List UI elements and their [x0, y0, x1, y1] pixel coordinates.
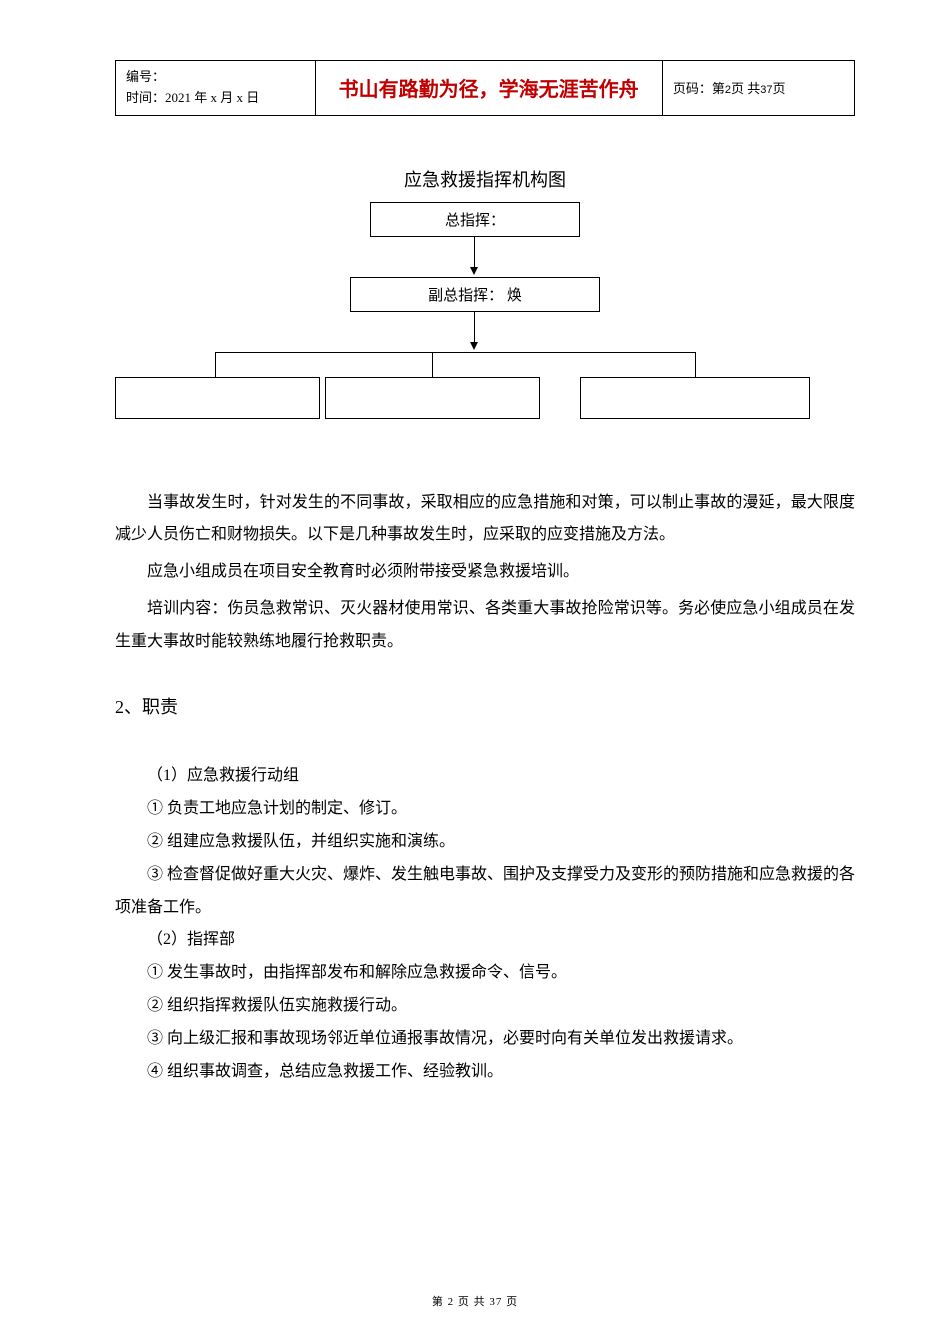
page-total: 37: [760, 84, 772, 96]
arrow-v3: [695, 352, 696, 377]
resp-2-title: （2）指挥部: [115, 924, 855, 957]
chart-container: 总指挥： 副总指挥： 焕: [115, 202, 855, 437]
serial-label: 编号：: [126, 67, 305, 88]
document-page: 编号： 时间：2021 年 x 月 x 日 书山有路勤为径，学海无涯苦作舟 页码…: [0, 0, 950, 1118]
arrow-v1: [215, 352, 216, 377]
resp-2-3: ③ 向上级汇报和事故现场邻近单位通报事故情况，必要时向有关单位发出救援请求。: [115, 1023, 855, 1056]
header-table: 编号： 时间：2021 年 x 月 x 日 书山有路勤为径，学海无涯苦作舟 页码…: [115, 60, 855, 116]
chart-title: 应急救援指挥机构图: [115, 166, 855, 192]
page-prefix: 页码：第: [673, 81, 725, 96]
chart-box-deputy: 副总指挥： 焕: [350, 277, 600, 312]
org-chart-section: 应急救援指挥机构图 总指挥： 副总指挥： 焕: [115, 166, 855, 437]
chart-box-commander: 总指挥：: [370, 202, 580, 237]
arrow-v2: [432, 352, 433, 377]
arrow-hline: [215, 352, 695, 353]
chart-box-4: [325, 377, 540, 419]
header-center-cell: 书山有路勤为径，学海无涯苦作舟: [315, 61, 662, 116]
resp-1-3: ③ 检查督促做好重大火灾、爆炸、发生触电事故、围护及支撑受力及变形的预防措施和应…: [115, 859, 855, 925]
date-line: 时间：2021 年 x 月 x 日: [126, 88, 305, 109]
paragraph-2: 应急小组成员在项目安全教育时必须附带接受紧急救援培训。: [115, 556, 855, 589]
resp-1-title: （1）应急救援行动组: [115, 760, 855, 793]
resp-2-4: ④ 组织事故调查，总结应急救援工作、经验教训。: [115, 1056, 855, 1089]
chart-box-5: [580, 377, 810, 419]
resp-2-1: ① 发生事故时，由指挥部发布和解除应急救援命令、信号。: [115, 957, 855, 990]
resp-2-2: ② 组织指挥救援队伍实施救援行动。: [115, 990, 855, 1023]
arrow-head-2: [470, 342, 478, 350]
page-suffix: 页: [773, 81, 786, 96]
chart-box-3: [115, 377, 320, 419]
paragraph-1: 当事故发生时，针对发生的不同事故，采取相应的应急措施和对策，可以制止事故的漫延，…: [115, 487, 855, 553]
motto-text: 书山有路勤为径，学海无涯苦作舟: [339, 79, 639, 101]
arrow-line-2: [474, 312, 475, 344]
paragraph-3: 培训内容：伤员急救常识、灭火器材使用常识、各类重大事故抢险常识等。务必使应急小组…: [115, 593, 855, 659]
page-mid: 页 共: [731, 81, 760, 96]
section-heading-2: 2、职责: [115, 689, 855, 726]
resp-1-2: ② 组建应急救援队伍，并组织实施和演练。: [115, 826, 855, 859]
arrow-head-1: [470, 267, 478, 275]
header-left-cell: 编号： 时间：2021 年 x 月 x 日: [116, 61, 316, 116]
body-content: 当事故发生时，针对发生的不同事故，采取相应的应急措施和对策，可以制止事故的漫延，…: [115, 487, 855, 1089]
page-footer: 第 2 页 共 37 页: [0, 1293, 950, 1309]
arrow-line-1: [474, 237, 475, 269]
resp-1-1: ① 负责工地应急计划的制定、修订。: [115, 793, 855, 826]
header-right-cell: 页码：第2页 共37页: [662, 61, 854, 116]
